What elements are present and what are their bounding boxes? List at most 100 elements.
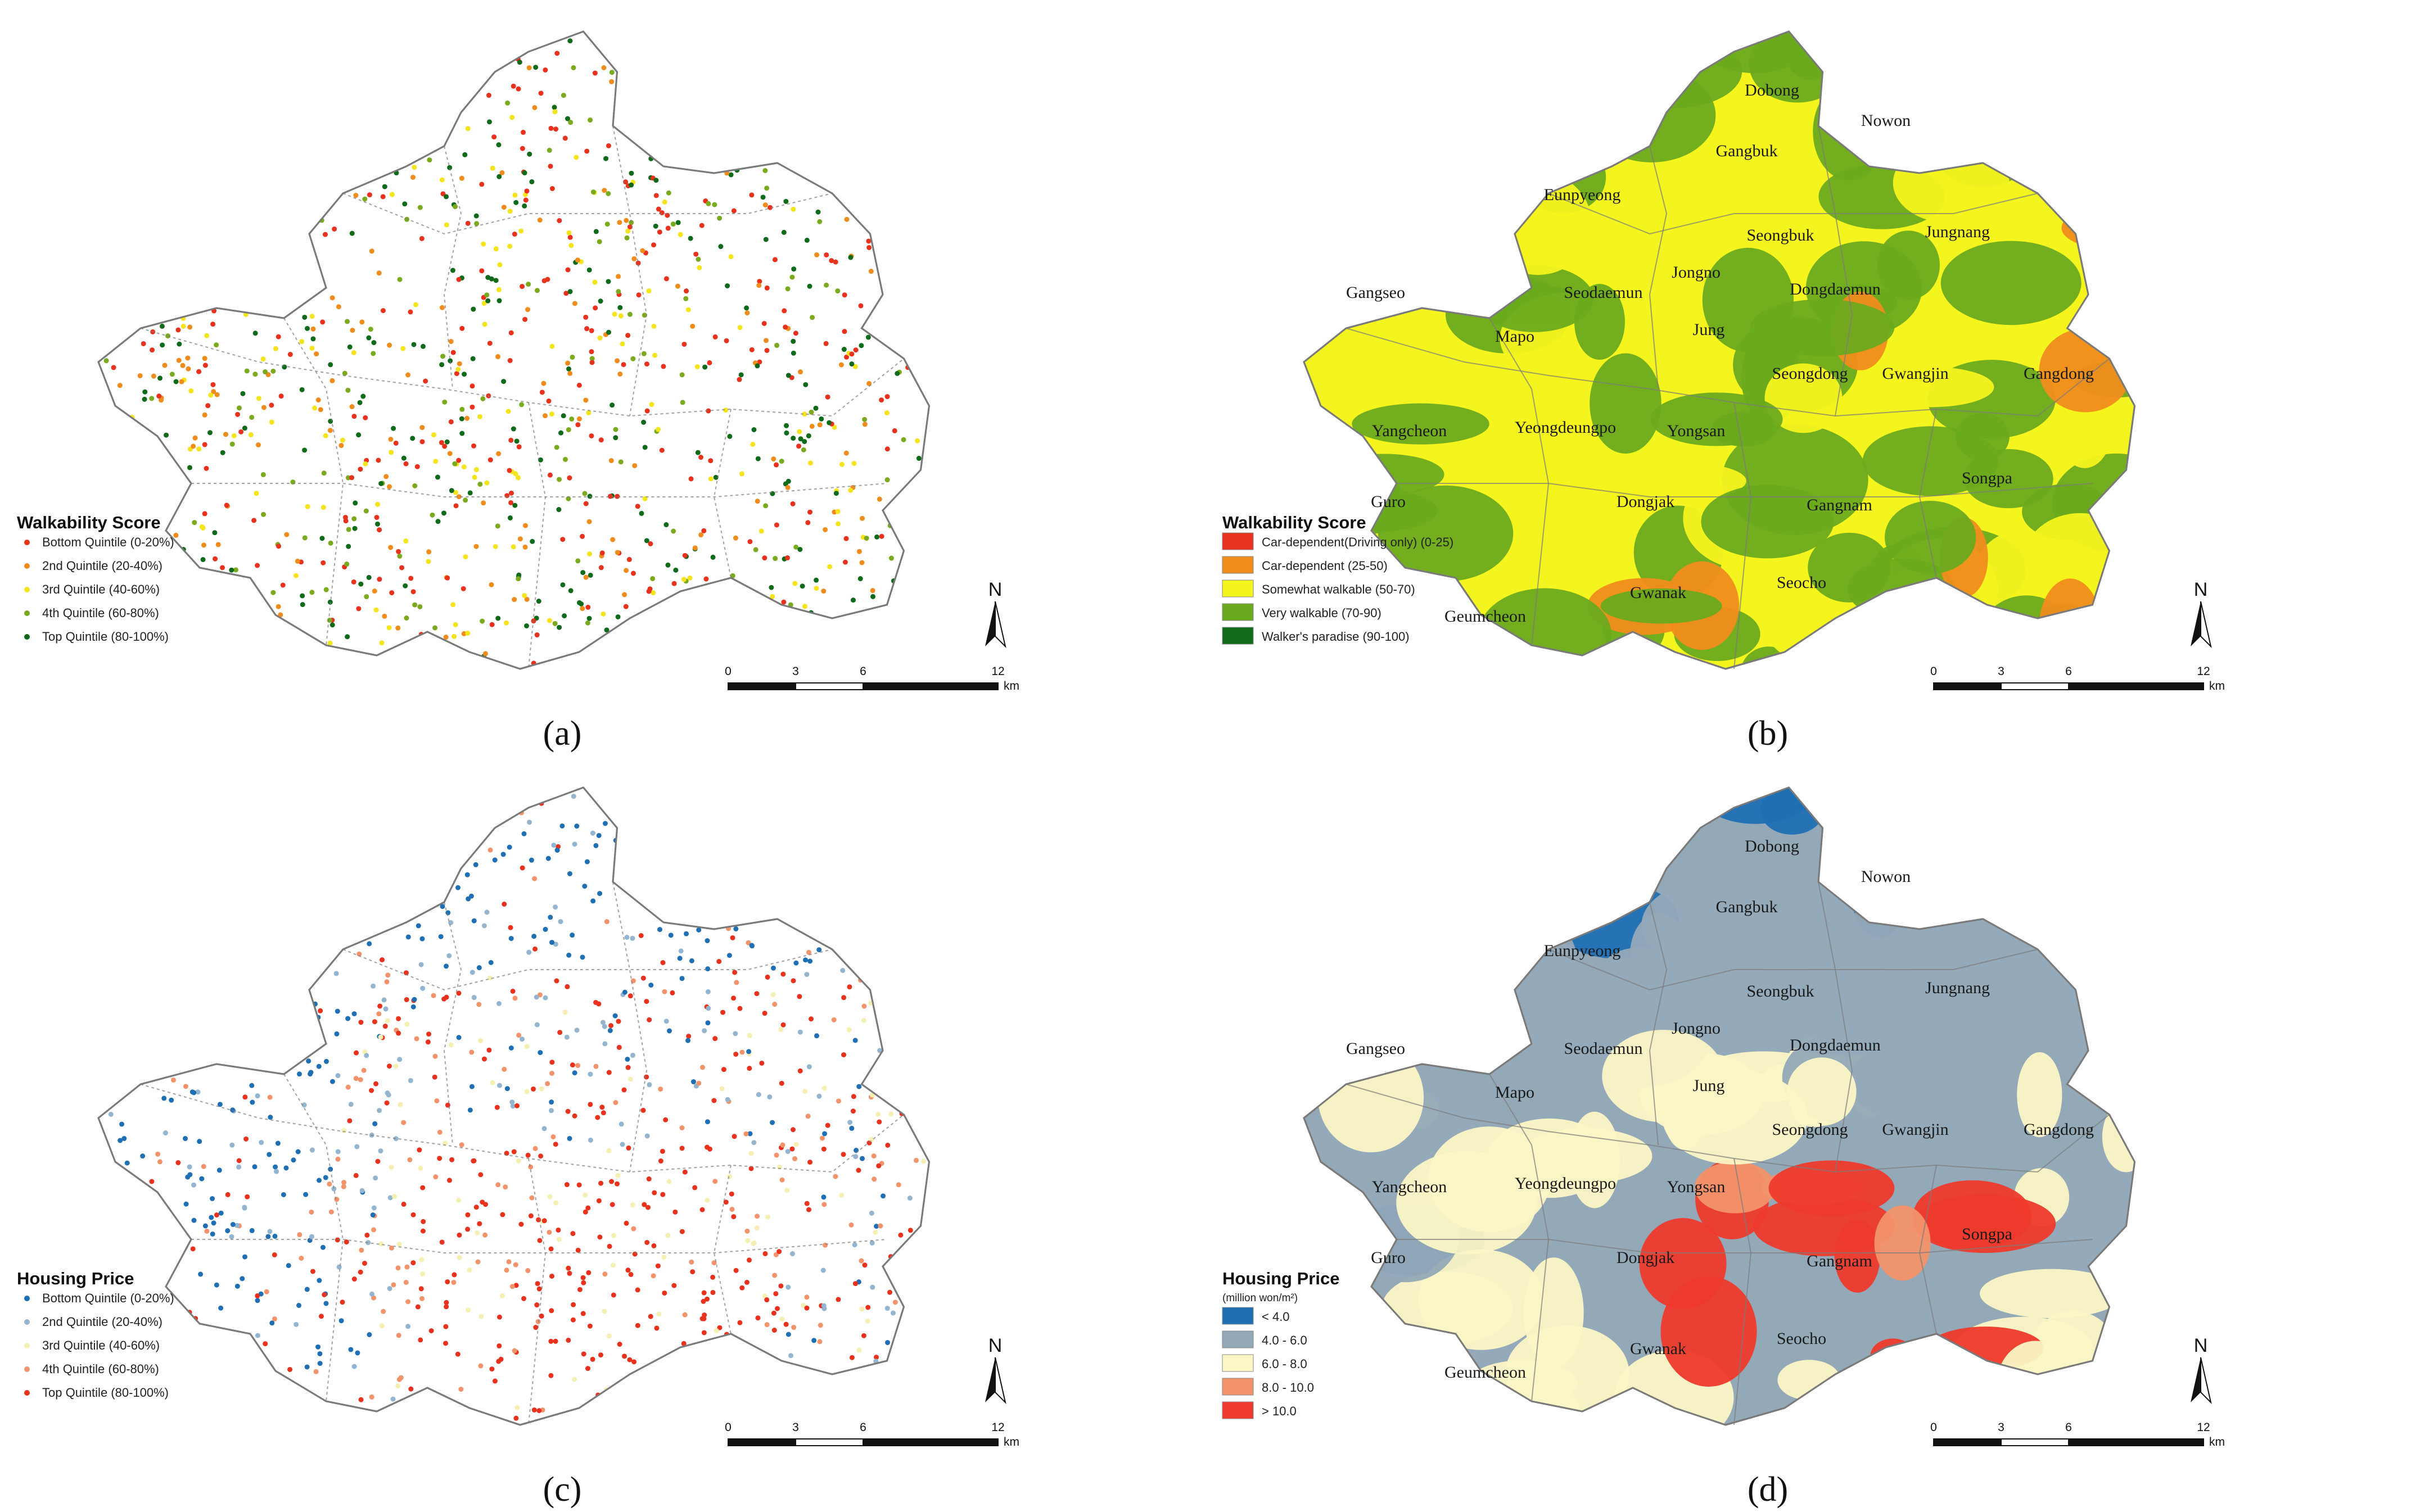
- sample-point: [552, 105, 557, 110]
- sample-point: [817, 219, 823, 224]
- sample-point: [437, 1129, 443, 1135]
- legend-title: Housing Price: [1222, 1269, 1339, 1288]
- sample-point: [452, 633, 457, 639]
- sample-point: [481, 241, 486, 247]
- sample-point: [627, 993, 633, 999]
- sample-point: [625, 1065, 631, 1070]
- price-surface-patch: [1956, 918, 2051, 988]
- sample-point: [582, 884, 588, 889]
- sample-point: [420, 985, 426, 991]
- price-surface-patch: [1623, 463, 1746, 500]
- sample-point: [504, 1086, 510, 1092]
- sample-point: [327, 1181, 332, 1187]
- district-label: Gangnam: [1807, 496, 1872, 514]
- sample-point: [597, 335, 603, 341]
- sample-point: [753, 547, 758, 553]
- sample-point: [419, 1257, 425, 1262]
- sample-point: [444, 1300, 449, 1305]
- sample-point: [602, 821, 608, 826]
- sample-point: [488, 959, 494, 965]
- price-surface-patch: [1432, 58, 1502, 150]
- sample-point: [593, 305, 598, 311]
- sample-point: [750, 441, 756, 447]
- district-boundary: [191, 483, 887, 497]
- price-surface-patch: [2003, 31, 2095, 55]
- price-surface-patch: [1650, 392, 1783, 446]
- sample-point: [214, 1212, 219, 1218]
- sample-point: [921, 1158, 927, 1164]
- sample-point: [604, 221, 610, 227]
- sample-point: [371, 340, 377, 346]
- sample-point: [749, 943, 755, 948]
- sample-point: [345, 387, 351, 393]
- sample-point: [383, 474, 389, 479]
- sample-point: [821, 1303, 827, 1309]
- sample-point: [617, 371, 623, 377]
- sample-point: [773, 1291, 779, 1297]
- legend-swatch-dot: [24, 634, 30, 640]
- scale-tick-label: 12: [2197, 1421, 2210, 1434]
- price-surface-patch: [1391, 139, 1521, 214]
- sample-point: [723, 408, 729, 413]
- sample-point: [589, 328, 594, 333]
- sample-point: [783, 481, 788, 487]
- sample-point: [792, 581, 798, 586]
- sample-point: [604, 919, 609, 925]
- sample-point: [552, 109, 558, 115]
- sample-point: [314, 351, 319, 357]
- sample-point: [770, 1120, 775, 1125]
- price-surface-patch: [2073, 55, 2135, 133]
- sample-point: [762, 555, 767, 561]
- sample-point: [403, 461, 409, 467]
- sample-point: [577, 1287, 583, 1292]
- sample-point: [397, 277, 403, 282]
- sample-point: [545, 855, 551, 861]
- sample-point: [251, 518, 257, 523]
- map-fill-layer: [103, 38, 922, 666]
- sample-point: [261, 511, 267, 517]
- sample-point: [509, 1099, 515, 1105]
- sample-point: [229, 441, 235, 447]
- sample-point: [351, 1276, 357, 1282]
- sample-point: [335, 1156, 341, 1162]
- sample-point: [785, 1284, 791, 1290]
- sample-point: [624, 235, 630, 241]
- sample-point: [426, 549, 432, 555]
- sample-point: [656, 427, 661, 432]
- sample-point: [629, 170, 634, 176]
- sample-point: [327, 599, 333, 605]
- sample-point: [785, 1332, 791, 1337]
- sample-point: [731, 208, 737, 214]
- sample-point: [646, 288, 652, 294]
- sample-point: [791, 338, 796, 344]
- sample-point: [351, 1011, 357, 1017]
- sample-point: [512, 192, 518, 198]
- sample-point: [791, 206, 796, 212]
- north-arrow-label: N: [2194, 1335, 2208, 1356]
- sample-point: [529, 1195, 535, 1201]
- sample-point: [508, 925, 513, 930]
- legend-swatch-dot: [24, 1343, 30, 1348]
- legend-swatch-dot: [24, 563, 30, 569]
- sample-point: [467, 1267, 472, 1273]
- sample-point: [671, 528, 676, 534]
- sample-point: [710, 554, 716, 560]
- sample-point: [565, 1108, 571, 1114]
- sample-point: [439, 362, 445, 368]
- sample-point: [286, 1263, 291, 1269]
- sample-point: [187, 1164, 192, 1170]
- sample-point: [242, 1254, 248, 1260]
- sample-point: [575, 1247, 581, 1253]
- sample-point: [747, 539, 753, 545]
- sample-point: [465, 1212, 471, 1217]
- sample-point: [567, 370, 573, 376]
- sample-point: [391, 425, 396, 431]
- sample-point: [852, 1242, 857, 1248]
- sample-point: [570, 1317, 576, 1323]
- sample-point: [509, 115, 515, 120]
- sample-point: [454, 371, 459, 377]
- sample-point: [749, 347, 755, 352]
- sample-point: [518, 228, 524, 234]
- sample-point: [749, 192, 755, 198]
- sample-point: [843, 536, 849, 541]
